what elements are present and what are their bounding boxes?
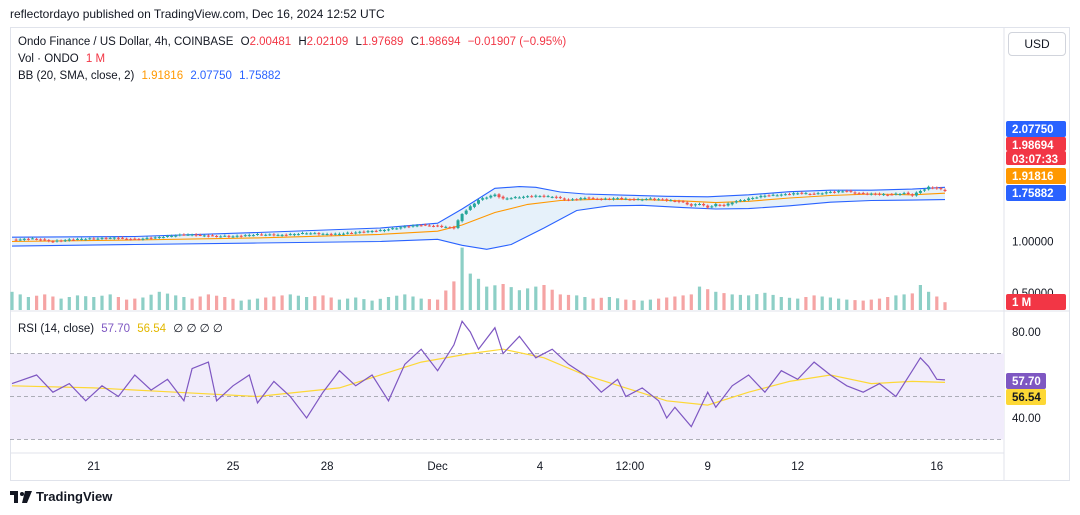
bb-label[interactable]: BB (20, SMA, close, 2) — [18, 70, 135, 82]
bb-basis-value: 1.91816 — [141, 70, 184, 82]
rsi-label[interactable]: RSI (14, close) — [18, 323, 95, 335]
tradingview-logo-icon — [10, 490, 32, 503]
volume-value: 1 M — [85, 53, 106, 65]
symbol-title[interactable]: Ondo Finance / US Dollar, 4h, COINBASE — [18, 36, 234, 48]
rsi-legend: RSI (14, close) 57.70 56.54 ∅ ∅ ∅ ∅ — [18, 321, 227, 335]
currency-button[interactable]: USD — [1008, 32, 1066, 56]
published-caption: reflectordayo published on TradingView.c… — [10, 7, 385, 21]
low-value: L1.97689 — [355, 36, 404, 48]
volume-label[interactable]: Vol · ONDO — [18, 53, 79, 65]
bb-lower-value: 1.75882 — [239, 70, 281, 82]
bb-legend: BB (20, SMA, close, 2) 1.91816 2.07750 1… — [18, 70, 285, 82]
tradingview-brand[interactable]: TradingView — [10, 489, 112, 504]
symbol-legend: Ondo Finance / US Dollar, 4h, COINBASE O… — [18, 36, 570, 48]
open-value: O2.00481 — [240, 36, 292, 48]
rsi-value: 57.70 — [101, 323, 131, 335]
rsi-ma-value: 56.54 — [137, 323, 167, 335]
tradingview-brand-label: TradingView — [36, 489, 113, 504]
chart-frame — [10, 27, 1070, 481]
high-value: H2.02109 — [298, 36, 349, 48]
volume-legend: Vol · ONDO 1 M — [18, 53, 109, 65]
change-value: −0.01907 (−0.95%) — [467, 36, 567, 48]
rsi-empty-values: ∅ ∅ ∅ ∅ — [173, 323, 223, 335]
bb-upper-value: 2.07750 — [190, 70, 232, 82]
close-value: C1.98694 — [410, 36, 461, 48]
